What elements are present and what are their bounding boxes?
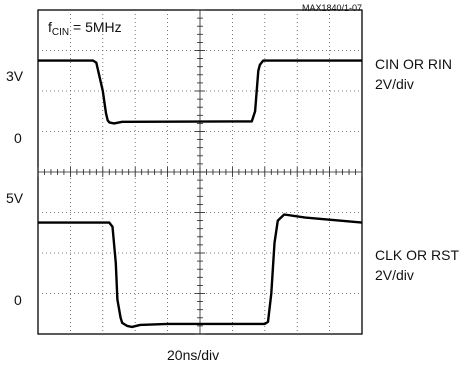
frequency-annotation: fCIN = 5MHz xyxy=(48,19,122,38)
ch1-name: CIN OR RIN xyxy=(375,56,452,72)
ch2-name: CLK OR RST xyxy=(375,247,459,263)
ch2-level-high: 5V xyxy=(6,190,24,206)
trace-ch1 xyxy=(38,59,362,125)
trace-ch2 xyxy=(38,213,363,329)
traces xyxy=(38,59,363,329)
figure-id: MAX1840/1-07 xyxy=(301,3,362,13)
ch2-level-low: 0 xyxy=(14,292,22,308)
ch1-level-low: 0 xyxy=(14,130,22,146)
ch2-scale: 2V/div xyxy=(375,267,414,283)
graticule xyxy=(37,9,363,335)
time-scale-label: 20ns/div xyxy=(167,347,220,363)
ch1-level-high: 3V xyxy=(6,68,24,84)
ch1-scale: 2V/div xyxy=(375,76,414,92)
